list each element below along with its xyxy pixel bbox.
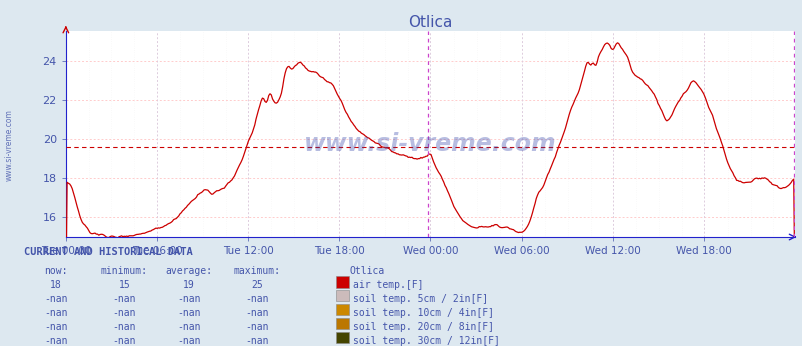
Text: -nan: -nan xyxy=(44,294,68,304)
Text: -nan: -nan xyxy=(112,322,136,332)
Text: -nan: -nan xyxy=(112,308,136,318)
Text: soil temp. 20cm / 8in[F]: soil temp. 20cm / 8in[F] xyxy=(353,322,494,332)
Text: 15: 15 xyxy=(119,280,130,290)
Text: -nan: -nan xyxy=(44,308,68,318)
Text: now:: now: xyxy=(44,266,68,276)
Text: -nan: -nan xyxy=(112,336,136,346)
Text: -nan: -nan xyxy=(176,308,200,318)
Title: Otlica: Otlica xyxy=(407,15,452,30)
Text: -nan: -nan xyxy=(44,322,68,332)
Text: air temp.[F]: air temp.[F] xyxy=(353,280,423,290)
Text: minimum:: minimum: xyxy=(101,266,148,276)
Text: Otlica: Otlica xyxy=(349,266,384,276)
Text: -nan: -nan xyxy=(112,294,136,304)
Text: average:: average: xyxy=(165,266,212,276)
Text: -nan: -nan xyxy=(245,294,269,304)
Text: -nan: -nan xyxy=(176,322,200,332)
Text: -nan: -nan xyxy=(176,294,200,304)
Text: -nan: -nan xyxy=(245,336,269,346)
Text: 18: 18 xyxy=(51,280,62,290)
Text: www.si-vreme.com: www.si-vreme.com xyxy=(5,109,14,181)
Text: CURRENT AND HISTORICAL DATA: CURRENT AND HISTORICAL DATA xyxy=(24,247,192,257)
Text: 19: 19 xyxy=(183,280,194,290)
Text: soil temp. 30cm / 12in[F]: soil temp. 30cm / 12in[F] xyxy=(353,336,500,346)
Text: www.si-vreme.com: www.si-vreme.com xyxy=(304,133,556,156)
Text: soil temp. 10cm / 4in[F]: soil temp. 10cm / 4in[F] xyxy=(353,308,494,318)
Text: 25: 25 xyxy=(251,280,262,290)
Text: soil temp. 5cm / 2in[F]: soil temp. 5cm / 2in[F] xyxy=(353,294,488,304)
Text: -nan: -nan xyxy=(245,322,269,332)
Text: -nan: -nan xyxy=(176,336,200,346)
Text: -nan: -nan xyxy=(44,336,68,346)
Text: -nan: -nan xyxy=(245,308,269,318)
Text: maximum:: maximum: xyxy=(233,266,280,276)
